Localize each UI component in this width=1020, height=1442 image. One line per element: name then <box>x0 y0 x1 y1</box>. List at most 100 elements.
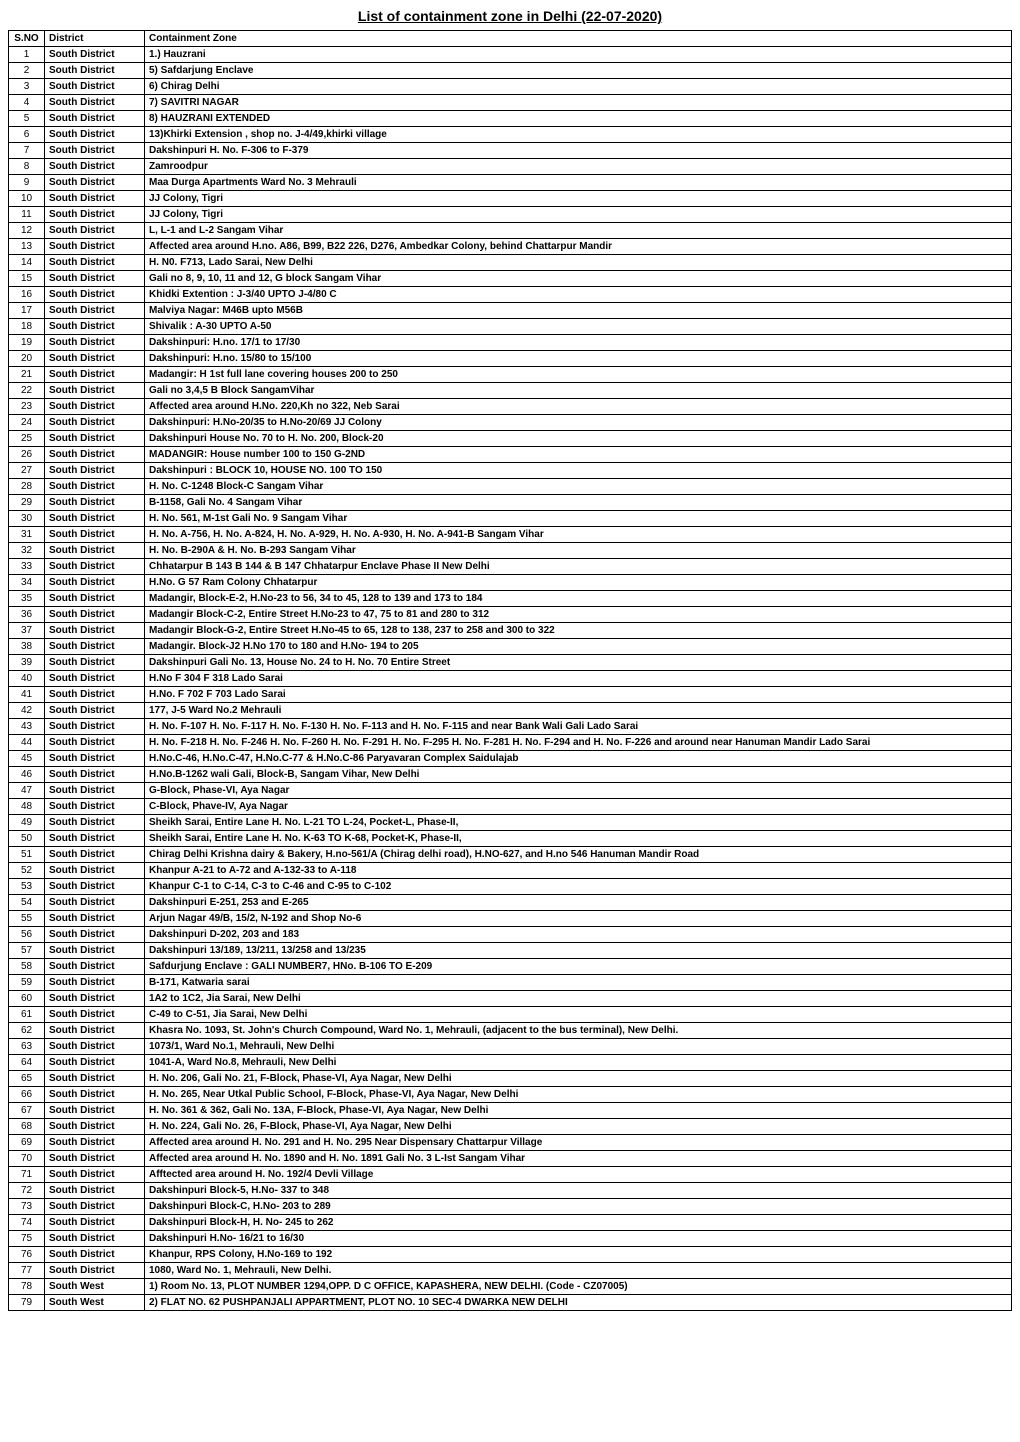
cell-sno: 30 <box>9 511 45 527</box>
table-row: 72South DistrictDakshinpuri Block-5, H.N… <box>9 1183 1012 1199</box>
cell-zone: Zamroodpur <box>145 159 1012 175</box>
table-row: 61South DistrictC-49 to C-51, Jia Sarai,… <box>9 1007 1012 1023</box>
table-row: 10South DistrictJJ Colony, Tigri <box>9 191 1012 207</box>
cell-zone: 2) FLAT NO. 62 PUSHPANJALI APPARTMENT, P… <box>145 1295 1012 1311</box>
cell-zone: Dakshinpuri H.No- 16/21 to 16/30 <box>145 1231 1012 1247</box>
cell-district: South District <box>45 111 145 127</box>
cell-district: South District <box>45 847 145 863</box>
cell-district: South District <box>45 335 145 351</box>
cell-sno: 38 <box>9 639 45 655</box>
cell-zone: 5) Safdarjung Enclave <box>145 63 1012 79</box>
cell-district: South District <box>45 799 145 815</box>
cell-zone: H.No.C-46, H.No.C-47, H.No.C-77 & H.No.C… <box>145 751 1012 767</box>
cell-district: South District <box>45 303 145 319</box>
cell-district: South District <box>45 1087 145 1103</box>
cell-sno: 1 <box>9 47 45 63</box>
cell-district: South District <box>45 447 145 463</box>
cell-sno: 64 <box>9 1055 45 1071</box>
cell-district: South District <box>45 95 145 111</box>
cell-sno: 42 <box>9 703 45 719</box>
cell-zone: H.No. F 702 F 703 Lado Sarai <box>145 687 1012 703</box>
cell-zone: Dakshinpuri 13/189, 13/211, 13/258 and 1… <box>145 943 1012 959</box>
cell-sno: 16 <box>9 287 45 303</box>
table-row: 54South DistrictDakshinpuri E-251, 253 a… <box>9 895 1012 911</box>
table-row: 4South District7) SAVITRI NAGAR <box>9 95 1012 111</box>
table-row: 78South West1) Room No. 13, PLOT NUMBER … <box>9 1279 1012 1295</box>
cell-district: South District <box>45 831 145 847</box>
cell-sno: 25 <box>9 431 45 447</box>
cell-district: South District <box>45 463 145 479</box>
cell-sno: 20 <box>9 351 45 367</box>
cell-zone: 6) Chirag Delhi <box>145 79 1012 95</box>
cell-district: South District <box>45 863 145 879</box>
cell-zone: Dakshinpuri H. No. F-306 to F-379 <box>145 143 1012 159</box>
cell-sno: 22 <box>9 383 45 399</box>
cell-zone: Sheikh Sarai, Entire Lane H. No. K-63 TO… <box>145 831 1012 847</box>
table-row: 38South DistrictMadangir. Block-J2 H.No … <box>9 639 1012 655</box>
cell-sno: 67 <box>9 1103 45 1119</box>
table-row: 39South DistrictDakshinpuri Gali No. 13,… <box>9 655 1012 671</box>
cell-district: South District <box>45 783 145 799</box>
cell-district: South District <box>45 143 145 159</box>
table-row: 42South District177, J-5 Ward No.2 Mehra… <box>9 703 1012 719</box>
cell-zone: Madangir. Block-J2 H.No 170 to 180 and H… <box>145 639 1012 655</box>
cell-district: South District <box>45 991 145 1007</box>
cell-district: South District <box>45 287 145 303</box>
cell-district: South District <box>45 367 145 383</box>
cell-zone: Dakshinpuri House No. 70 to H. No. 200, … <box>145 431 1012 447</box>
cell-district: South District <box>45 127 145 143</box>
table-row: 71South DistrictAfftected area around H.… <box>9 1167 1012 1183</box>
cell-district: South District <box>45 911 145 927</box>
cell-zone: Dakshinpuri Block-C, H.No- 203 to 289 <box>145 1199 1012 1215</box>
table-row: 43South DistrictH. No. F-107 H. No. F-11… <box>9 719 1012 735</box>
cell-zone: Khanpur, RPS Colony, H.No-169 to 192 <box>145 1247 1012 1263</box>
cell-zone: H. No. 265, Near Utkal Public School, F-… <box>145 1087 1012 1103</box>
cell-zone: Khanpur C-1 to C-14, C-3 to C-46 and C-9… <box>145 879 1012 895</box>
cell-district: South District <box>45 431 145 447</box>
cell-zone: Madangir, Block-E-2, H.No-23 to 56, 34 t… <box>145 591 1012 607</box>
cell-sno: 8 <box>9 159 45 175</box>
table-row: 69South DistrictAffected area around H. … <box>9 1135 1012 1151</box>
cell-zone: H. No. 361 & 362, Gali No. 13A, F-Block,… <box>145 1103 1012 1119</box>
cell-district: South District <box>45 415 145 431</box>
cell-district: South District <box>45 1119 145 1135</box>
table-row: 37South DistrictMadangir Block-G-2, Enti… <box>9 623 1012 639</box>
cell-sno: 49 <box>9 815 45 831</box>
cell-district: South District <box>45 1071 145 1087</box>
table-row: 49South DistrictSheikh Sarai, Entire Lan… <box>9 815 1012 831</box>
cell-district: South District <box>45 63 145 79</box>
cell-zone: JJ Colony, Tigri <box>145 191 1012 207</box>
cell-sno: 48 <box>9 799 45 815</box>
cell-zone: Malviya Nagar: M46B upto M56B <box>145 303 1012 319</box>
cell-sno: 51 <box>9 847 45 863</box>
cell-zone: L, L-1 and L-2 Sangam Vihar <box>145 223 1012 239</box>
cell-zone: Gali no 3,4,5 B Block SangamVihar <box>145 383 1012 399</box>
cell-district: South District <box>45 1231 145 1247</box>
cell-zone: Afftected area around H. No. 192/4 Devli… <box>145 1167 1012 1183</box>
table-row: 56South DistrictDakshinpuri D-202, 203 a… <box>9 927 1012 943</box>
cell-sno: 15 <box>9 271 45 287</box>
cell-zone: H. No. F-107 H. No. F-117 H. No. F-130 H… <box>145 719 1012 735</box>
cell-sno: 2 <box>9 63 45 79</box>
table-row: 23South DistrictAffected area around H.N… <box>9 399 1012 415</box>
table-row: 13South DistrictAffected area around H.n… <box>9 239 1012 255</box>
cell-zone: Madangir Block-G-2, Entire Street H.No-4… <box>145 623 1012 639</box>
containment-table: S.NO District Containment Zone 1South Di… <box>8 30 1012 1311</box>
cell-zone: H. No. B-290A & H. No. B-293 Sangam Viha… <box>145 543 1012 559</box>
table-row: 6South District13)Khirki Extension , sho… <box>9 127 1012 143</box>
cell-sno: 9 <box>9 175 45 191</box>
cell-district: South District <box>45 47 145 63</box>
cell-zone: Dakshinpuri E-251, 253 and E-265 <box>145 895 1012 911</box>
cell-sno: 77 <box>9 1263 45 1279</box>
cell-zone: MADANGIR: House number 100 to 150 G-2ND <box>145 447 1012 463</box>
cell-district: South District <box>45 175 145 191</box>
table-row: 60South District1A2 to 1C2, Jia Sarai, N… <box>9 991 1012 1007</box>
cell-zone: Dakshinpuri: H.no. 17/1 to 17/30 <box>145 335 1012 351</box>
cell-sno: 61 <box>9 1007 45 1023</box>
cell-zone: 13)Khirki Extension , shop no. J-4/49,kh… <box>145 127 1012 143</box>
table-row: 47South DistrictG-Block, Phase-VI, Aya N… <box>9 783 1012 799</box>
cell-zone: H.No.B-1262 wali Gali, Block-B, Sangam V… <box>145 767 1012 783</box>
cell-sno: 78 <box>9 1279 45 1295</box>
cell-district: South District <box>45 607 145 623</box>
cell-district: South West <box>45 1279 145 1295</box>
